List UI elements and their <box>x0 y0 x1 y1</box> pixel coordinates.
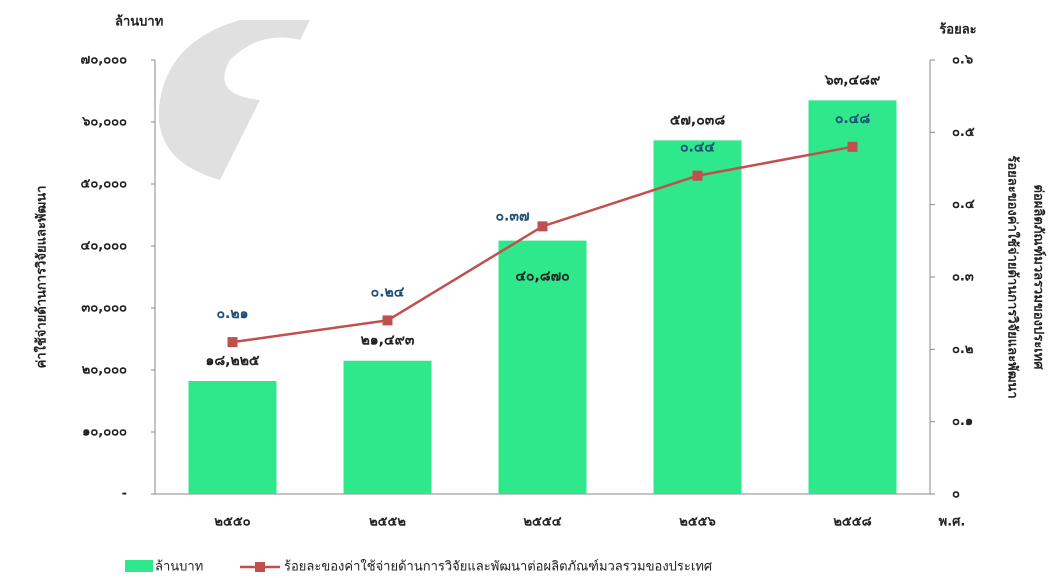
legend-label: ร้อยละของค่าใช้จ่ายด้านการวิจัยและพัฒนาต… <box>284 559 713 575</box>
y-tick-label: ๓๐,๐๐๐ <box>81 301 127 316</box>
y2-tick-label: ๐.๓ <box>952 270 974 285</box>
legend-swatch <box>125 560 153 572</box>
bar-value-label: ๖๓,๔๘๙ <box>824 72 880 88</box>
line-marker <box>693 171 703 181</box>
bar <box>654 140 742 494</box>
y-tick-label: ๖๐,๐๐๐ <box>81 115 127 130</box>
y2-tick-label: ๐ <box>952 487 960 502</box>
legend-swatch <box>255 562 265 572</box>
y-tick-label: - <box>122 487 127 502</box>
bar-value-label: ๕๗,๐๓๘ <box>670 112 726 128</box>
legend-label: ล้านบาท <box>155 560 203 575</box>
y2-unit: ร้อยละ <box>939 22 976 38</box>
line-marker <box>848 142 858 152</box>
bar <box>189 381 277 494</box>
x-tick-label: ๒๕๕๐ <box>214 515 250 530</box>
y2-tick-label: ๐.๕ <box>952 125 975 140</box>
y-tick-label: ๗๐,๐๐๐ <box>81 53 128 68</box>
y-title: ค่าใช้จ่ายด้านการวิจัยและพัฒนา <box>33 186 50 369</box>
y-tick-label: ๑๐,๐๐๐ <box>82 425 127 440</box>
bar-value-label: ๔๐,๘๗๐ <box>515 269 569 285</box>
y-tick-label: ๔๐,๐๐๐ <box>80 239 127 254</box>
x-tick-label: ๒๕๕๖ <box>679 515 716 530</box>
line-value-label: ๐.๓๗ <box>496 208 530 224</box>
bar-value-label: ๒๑,๔๙๓ <box>361 333 415 349</box>
x-unit: พ.ศ. <box>939 515 966 530</box>
x-tick-label: ๒๕๕๒ <box>369 515 406 530</box>
line-value-label: ๐.๔๘ <box>835 111 870 127</box>
line-value-label: ๐.๔๔ <box>680 140 715 156</box>
bar <box>809 100 897 494</box>
y2-tick-label: ๐.๑ <box>952 414 973 429</box>
line-marker <box>228 337 238 347</box>
y2-tick-label: ๐.๒ <box>952 342 973 357</box>
y2-tick-label: ๐.๖ <box>952 53 973 68</box>
y2-tick-label: ๐.๔ <box>952 197 975 212</box>
line-marker <box>538 221 548 231</box>
y-unit: ล้านบาท <box>115 14 163 30</box>
y2-title: ร้อยละของค่าใช้จ่ายด้านการวิจัยและพัฒนา <box>1005 155 1022 398</box>
chart: ล้านบาท ร้อยละ พ.ศ. ค่าใช้จ่ายด้านการวิจ… <box>0 0 1061 578</box>
y-tick-label: ๕๐,๐๐๐ <box>80 177 127 192</box>
line-value-label: ๐.๒๔ <box>371 284 405 300</box>
x-tick-label: ๒๕๕๘ <box>833 515 871 530</box>
x-tick-label: ๒๕๕๔ <box>523 515 561 530</box>
line-marker <box>383 315 393 325</box>
y-tick-label: ๒๐,๐๐๐ <box>82 363 127 378</box>
bar-value-label: ๑๘,๒๒๕ <box>205 353 259 369</box>
y2-title: ต่อผลิตภัณฑ์มวลรวมของประเทศ <box>1031 185 1047 371</box>
line-value-label: ๐.๒๑ <box>217 306 249 322</box>
bar <box>344 361 432 494</box>
watermark <box>159 20 310 180</box>
